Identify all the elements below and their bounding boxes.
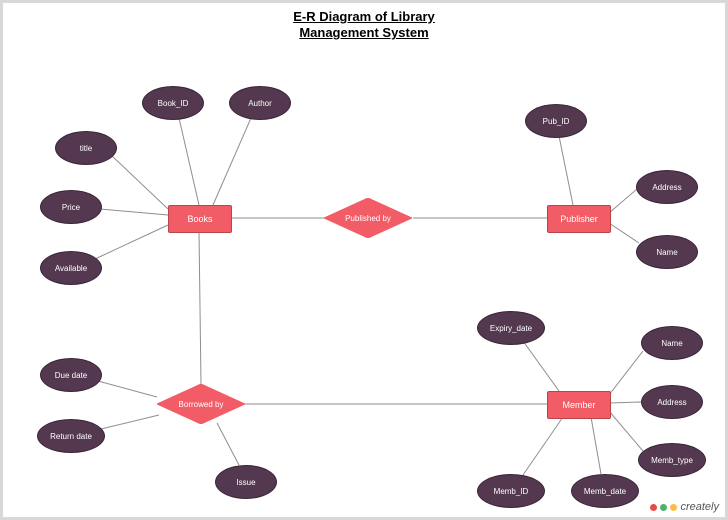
edge <box>213 118 251 205</box>
attribute-book_id: Book_ID <box>142 86 204 120</box>
attribute-pub_name: Name <box>636 235 698 269</box>
attribute-due_date: Due date <box>40 358 102 392</box>
attribute-mem_addr: Address <box>641 385 703 419</box>
edge <box>523 417 563 475</box>
attribute-expiry: Expiry_date <box>477 311 545 345</box>
edge <box>591 417 601 474</box>
edge <box>95 225 168 259</box>
attribute-pub_addr: Address <box>636 170 698 204</box>
edge <box>199 231 201 384</box>
attribute-memb_id: Memb_ID <box>477 474 545 508</box>
edge <box>609 223 639 243</box>
edge <box>111 155 168 209</box>
entity-books: Books <box>168 205 232 233</box>
logo-text: creately <box>680 501 719 513</box>
edge <box>523 341 559 391</box>
er-diagram-canvas: E-R Diagram of Library Management System… <box>0 0 728 520</box>
attribute-return_d: Return date <box>37 419 105 453</box>
attribute-memb_type: Memb_type <box>638 443 706 477</box>
edge <box>100 209 168 215</box>
attribute-mem_name: Name <box>641 326 703 360</box>
edge <box>217 423 239 465</box>
entity-member: Member <box>547 391 611 419</box>
attribute-issue: Issue <box>215 465 277 499</box>
attribute-author: Author <box>229 86 291 120</box>
edge <box>609 402 641 403</box>
edge <box>609 411 643 451</box>
relationship-borrowed_by: Borrowed by <box>157 384 245 424</box>
logo-dot-2 <box>660 504 667 511</box>
creately-logo: creately <box>650 501 719 513</box>
logo-dot-1 <box>650 504 657 511</box>
relationship-published_by: Published by <box>324 198 412 238</box>
relationship-label: Borrowed by <box>157 384 245 424</box>
attribute-title_a: title <box>55 131 117 165</box>
entity-publisher: Publisher <box>547 205 611 233</box>
attribute-price: Price <box>40 190 102 224</box>
relationship-label: Published by <box>324 198 412 238</box>
edge <box>609 351 643 395</box>
edge <box>559 136 573 205</box>
edge <box>101 415 159 429</box>
logo-dot-3 <box>670 504 677 511</box>
edge <box>609 189 637 213</box>
edge <box>179 118 199 205</box>
edge <box>98 381 157 397</box>
attribute-memb_date: Memb_date <box>571 474 639 508</box>
attribute-available: Available <box>40 251 102 285</box>
attribute-pub_id: Pub_ID <box>525 104 587 138</box>
edge-layer <box>3 3 728 520</box>
